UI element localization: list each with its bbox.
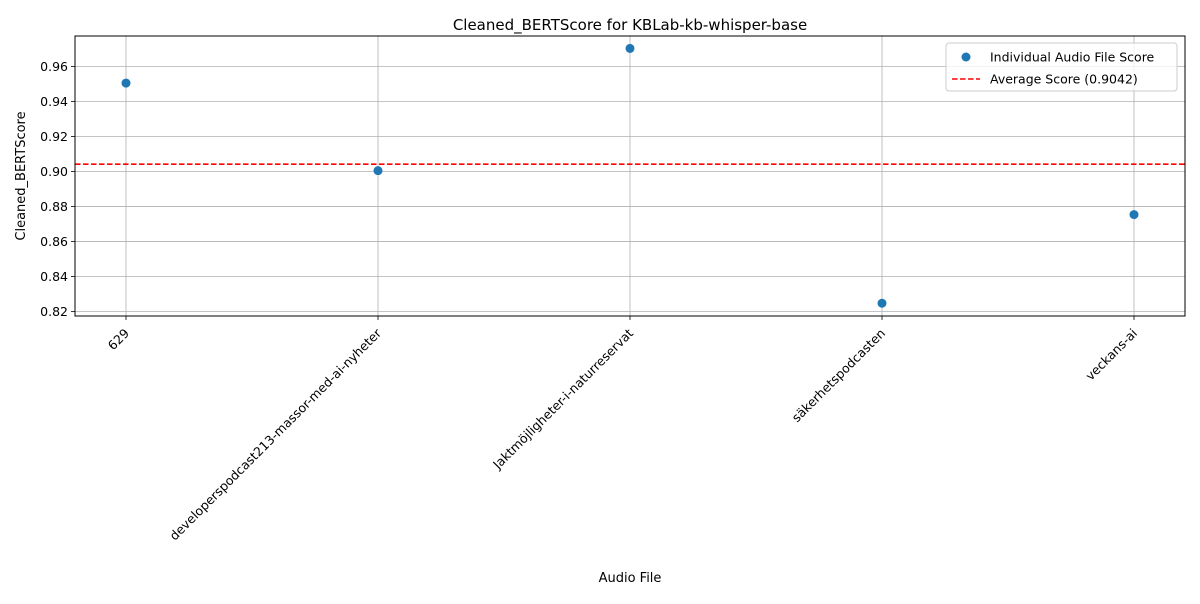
data-point <box>1129 210 1139 220</box>
data-point <box>877 298 887 308</box>
y-tick-label: 0.94 <box>40 94 68 109</box>
y-tick-label: 0.90 <box>40 164 68 179</box>
grid <box>75 36 1185 316</box>
y-axis-label: Cleaned_BERTScore <box>14 111 29 240</box>
legend-box <box>945 42 1178 92</box>
y-tick-label: 0.88 <box>40 199 68 214</box>
data-point <box>625 43 635 53</box>
legend-marker-scatter <box>961 52 971 62</box>
legend-label-individual: Individual Audio File Score <box>990 50 1155 65</box>
x-tick-label: 629 <box>105 325 133 353</box>
x-tick-label: Jaktmöjligheter-i-naturreservat <box>489 325 636 472</box>
y-tick-label: 0.92 <box>40 129 68 144</box>
x-axis-label: Audio File <box>599 571 662 586</box>
chart-title: Cleaned_BERTScore for KBLab-kb-whisper-b… <box>453 16 807 35</box>
y-tick-label: 0.84 <box>40 269 68 284</box>
legend: Individual Audio File Score Average Scor… <box>945 42 1178 92</box>
data-point <box>373 166 383 176</box>
x-tick-label: developerspodcast213-massor-med-ai-nyhet… <box>166 325 384 543</box>
x-axis: 629 developerspodcast213-massor-med-ai-ny… <box>105 316 1140 543</box>
y-tick-label: 0.96 <box>40 59 68 74</box>
y-axis: 0.82 0.84 0.86 0.88 0.90 0.92 0.94 0.96 <box>40 59 75 319</box>
x-tick-label: säkerhetspodcasten <box>789 326 888 425</box>
y-tick-label: 0.82 <box>40 304 68 319</box>
legend-label-average: Average Score (0.9042) <box>990 72 1138 87</box>
y-tick-label: 0.86 <box>40 234 68 249</box>
data-points <box>121 43 1139 308</box>
x-tick-label: veckans-ai <box>1082 326 1140 384</box>
data-point <box>121 78 131 88</box>
